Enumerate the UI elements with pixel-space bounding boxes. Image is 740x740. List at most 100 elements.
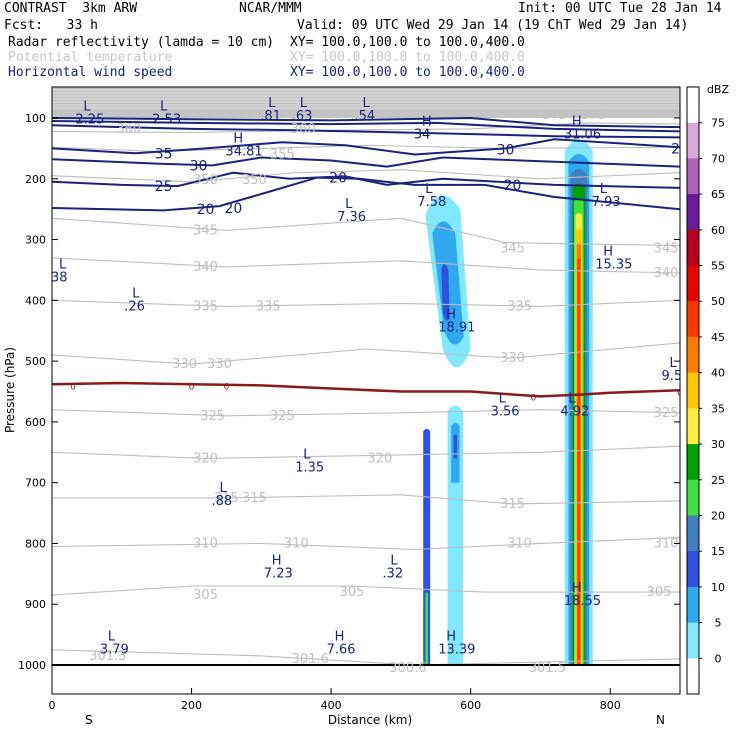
theta-label: 325 (654, 406, 679, 421)
y-tick-label: 100 (25, 112, 46, 125)
colorbar-tick-label: 10 (711, 581, 725, 594)
extremum-marker: L (300, 96, 308, 111)
extremum-value: 7.23 (264, 567, 293, 582)
extremum-value: 7.93 (592, 195, 621, 210)
theta-label: 301.6 (292, 652, 329, 667)
field-xy-wind: XY= 100.0,100.0 to 100.0,400.0 (290, 65, 525, 80)
x-tick-label: 800 (600, 699, 621, 712)
y-tick-label: 200 (25, 173, 46, 186)
colorbar-swatch (687, 515, 699, 552)
extremum-marker: H (335, 630, 345, 645)
extremum-marker: L (499, 391, 507, 406)
colorbar-swatch (687, 265, 699, 302)
extremum-value: 15.35 (595, 257, 632, 272)
extremum-value: .54 (355, 109, 376, 124)
y-tick-label: 500 (25, 355, 46, 368)
extremum-marker: H (446, 630, 456, 645)
extremum-value: 18.91 (438, 321, 475, 336)
colorbar-frame (686, 86, 700, 695)
theta-label: 350 (193, 173, 218, 188)
colorbar-tick-label: 5 (715, 617, 722, 630)
theta-label: 370 (580, 108, 605, 123)
wind-label: 30 (190, 158, 208, 174)
extremum-value: .26 (124, 299, 145, 314)
extremum-marker: H (603, 244, 613, 259)
wind-contour (52, 120, 680, 133)
theta-label: 350 (242, 173, 267, 188)
freezing-level-label: 0 (224, 382, 230, 392)
theta-label: 320 (368, 451, 393, 466)
extremum-value: 34 (414, 127, 431, 142)
y-tick-label: 1000 (18, 659, 46, 672)
extremum-value: 1.35 (295, 460, 324, 475)
y-tick-label: 300 (25, 234, 46, 247)
theta-label: 345 (500, 242, 525, 257)
colorbar-tick-label: 50 (711, 295, 725, 308)
colorbar-tick-label: 25 (711, 474, 725, 487)
field-xy-theta: XY= 100.0,100.0 to 100.0,400.0 (290, 50, 525, 65)
colorbar-tick-label: 70 (711, 152, 725, 165)
plot-frame (51, 86, 681, 695)
wind-contour (52, 156, 680, 168)
theta-label: 315 (500, 497, 525, 512)
colorbar-tick-label: 45 (711, 331, 725, 344)
colorbar-swatch (687, 444, 699, 481)
freezing-level-label: 0 (70, 382, 76, 392)
title-right: Init: 00 UTC Tue 28 Jan 14 (518, 1, 722, 16)
theta-label: 301.5 (529, 661, 566, 676)
colorbar-tick-label: 40 (711, 367, 725, 380)
colorbar-swatch (687, 87, 699, 124)
theta-label: 305 (193, 588, 218, 603)
extremum-marker: L (132, 286, 140, 301)
theta-label: 325 (270, 409, 295, 424)
reflectivity-cell-upper-max (441, 263, 450, 321)
title-left: CONTRAST 3km ARW (4, 1, 138, 16)
freezing-level-contour (52, 381, 680, 398)
theta-label: 310 (193, 536, 218, 551)
extremum-marker: L (219, 481, 227, 496)
theta-label: 305 (340, 585, 365, 600)
wind-label: 20 (225, 201, 243, 217)
extremum-value: 2.25 (75, 113, 104, 128)
theta-contour (52, 409, 680, 417)
y-tick-label: 800 (25, 537, 46, 550)
end-label-north: N (656, 713, 665, 727)
extremum-value: .81 (260, 109, 281, 124)
theta-label: 301.3 (89, 649, 126, 664)
theta-label: 375 (542, 108, 567, 123)
colorbar-tick-label: 55 (711, 260, 725, 273)
extremum-value: .88 (211, 494, 232, 509)
colorbar-swatch (687, 658, 699, 695)
wind-contour (52, 138, 680, 156)
theta-label: 360 (116, 122, 141, 137)
end-label-south: S (85, 713, 93, 727)
colorbar-tick-label: 35 (711, 402, 725, 415)
extremum-value: 34.81 (225, 144, 262, 159)
extremum-marker: L (670, 356, 678, 371)
colorbar-unit: dBZ (707, 83, 730, 96)
theta-contour (52, 494, 680, 505)
wind-label: 35 (155, 146, 173, 162)
x-tick-label: 600 (460, 699, 481, 712)
extremum-marker: L (425, 182, 433, 197)
theta-contour (52, 169, 680, 183)
wind-contour (52, 116, 680, 129)
colorbar-swatch (687, 194, 699, 231)
colorbar-tick-label: 15 (711, 545, 725, 558)
x-axis-label: Distance (km) (328, 713, 412, 727)
theta-contour (52, 122, 680, 134)
extremum-marker: L (268, 96, 276, 111)
extremum-marker: L (600, 182, 608, 197)
theta-contour (52, 536, 680, 551)
colorbar-swatch (687, 158, 699, 195)
extremum-value: 13.39 (438, 643, 475, 658)
y-tick-label: 700 (25, 477, 46, 490)
theta-label: 330 (207, 357, 232, 372)
forecast-hour: Fcst: 33 h (4, 18, 98, 33)
theta-contour (52, 585, 680, 596)
extremum-marker: H (572, 114, 582, 129)
colorbar-swatch (687, 479, 699, 516)
extremum-value: 18.55 (564, 594, 601, 609)
extremum-value: 2.53 (152, 113, 181, 128)
reflectivity-cell-lower-max (453, 434, 458, 459)
